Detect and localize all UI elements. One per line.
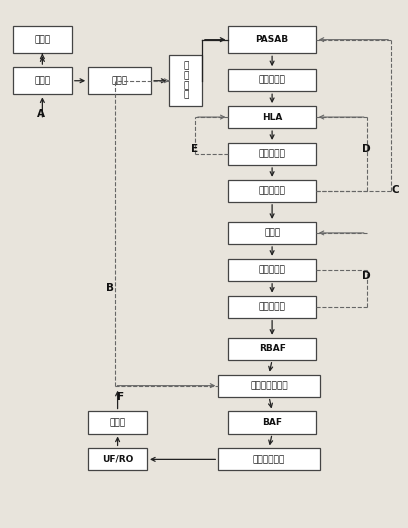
Bar <box>228 411 316 433</box>
Text: RBAF: RBAF <box>259 344 286 353</box>
Text: D: D <box>362 270 371 280</box>
Bar <box>228 296 316 318</box>
Text: 第二沉淤池: 第二沉淤池 <box>259 186 286 195</box>
Text: UF/RO: UF/RO <box>102 455 133 464</box>
Bar <box>13 67 72 95</box>
Bar <box>228 180 316 202</box>
Text: 第三沉淤池: 第三沉淤池 <box>259 302 286 311</box>
Text: F: F <box>117 392 124 402</box>
Bar <box>228 338 316 360</box>
Text: 第二好氧池: 第二好氧池 <box>259 265 286 274</box>
Text: 第一好氧池: 第一好氧池 <box>259 149 286 158</box>
Bar <box>218 374 320 397</box>
Bar <box>218 448 320 470</box>
Text: HLA: HLA <box>262 112 282 121</box>
Text: B: B <box>106 282 115 293</box>
Text: 多介质过滤器: 多介质过滤器 <box>253 455 285 464</box>
Bar <box>169 55 202 106</box>
Bar <box>88 448 147 470</box>
Text: 两
级
气
浮: 两 级 气 浮 <box>183 62 188 100</box>
Text: 除油池: 除油池 <box>34 76 51 85</box>
Text: D: D <box>362 144 371 154</box>
Text: C: C <box>391 185 399 195</box>
Text: 事故池: 事故池 <box>34 35 51 44</box>
Bar <box>228 143 316 165</box>
Text: 第一沉淤池: 第一沉淤池 <box>259 76 286 84</box>
Text: BAF: BAF <box>262 418 282 427</box>
Text: A: A <box>37 109 44 119</box>
Bar <box>228 259 316 281</box>
Text: 调节池: 调节池 <box>111 76 128 85</box>
Bar <box>228 26 316 53</box>
Bar <box>88 411 147 433</box>
Bar <box>88 67 151 95</box>
Text: 缺氧池: 缺氧池 <box>264 229 280 238</box>
Text: PASAB: PASAB <box>255 35 289 44</box>
Bar <box>228 222 316 244</box>
Text: 光催化臭氧氧化: 光催化臭氧氧化 <box>250 381 288 390</box>
Text: E: E <box>191 144 199 154</box>
Text: 清水池: 清水池 <box>109 418 126 427</box>
Bar <box>228 69 316 91</box>
Bar <box>228 106 316 128</box>
Bar <box>13 26 72 53</box>
